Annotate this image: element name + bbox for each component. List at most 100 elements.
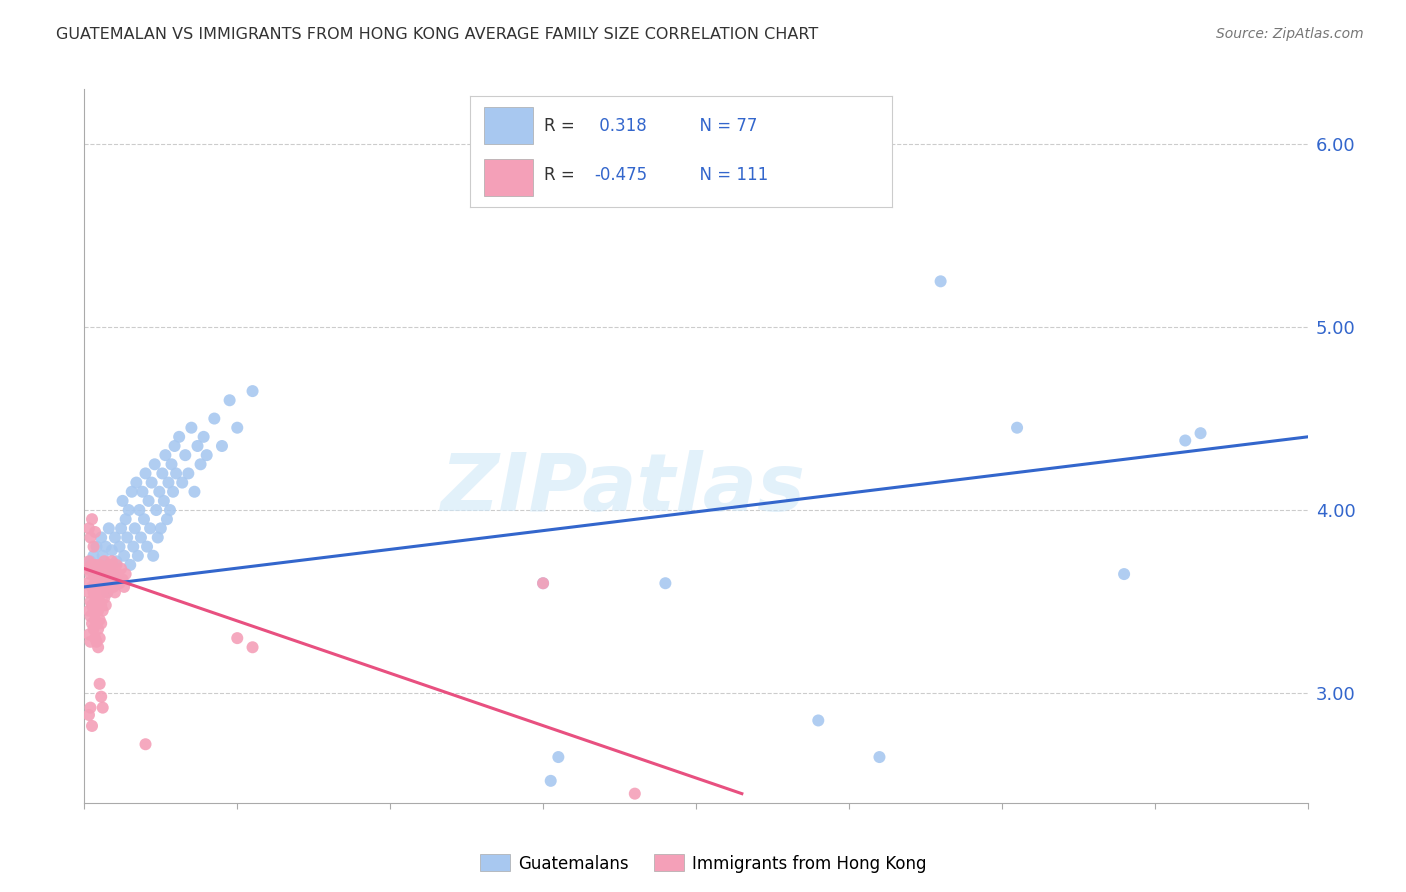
- Point: [84, 613, 107, 627]
- Point: [163, 439, 186, 453]
- Point: [540, 773, 562, 788]
- Text: GUATEMALAN VS IMMIGRANTS FROM HONG KONG AVERAGE FAMILY SIZE CORRELATION CHART: GUATEMALAN VS IMMIGRANTS FROM HONG KONG …: [56, 27, 818, 42]
- Point: [86, 561, 108, 575]
- Point: [77, 627, 100, 641]
- Point: [869, 750, 891, 764]
- Point: [142, 549, 165, 563]
- Point: [167, 430, 190, 444]
- Point: [84, 576, 107, 591]
- Point: [112, 549, 135, 563]
- Point: [165, 467, 187, 481]
- Point: [77, 554, 100, 568]
- Point: [97, 558, 120, 572]
- Point: [77, 708, 100, 723]
- Point: [547, 750, 569, 764]
- Point: [90, 580, 112, 594]
- Point: [96, 585, 118, 599]
- Point: [91, 549, 114, 563]
- Point: [105, 554, 128, 568]
- Point: [87, 622, 110, 636]
- Point: [145, 503, 167, 517]
- Point: [89, 594, 111, 608]
- Point: [190, 458, 212, 472]
- Point: [118, 503, 141, 517]
- Legend: Guatemalans, Immigrants from Hong Kong: Guatemalans, Immigrants from Hong Kong: [472, 847, 934, 880]
- Point: [80, 512, 103, 526]
- Point: [90, 531, 112, 545]
- Point: [226, 631, 249, 645]
- Point: [110, 521, 132, 535]
- Point: [115, 531, 138, 545]
- Point: [121, 484, 143, 499]
- Point: [104, 585, 127, 599]
- Point: [146, 531, 169, 545]
- Point: [654, 576, 676, 591]
- Point: [104, 531, 127, 545]
- Point: [929, 274, 952, 288]
- Point: [94, 598, 117, 612]
- Point: [226, 420, 249, 434]
- Point: [150, 467, 173, 481]
- Point: [84, 524, 107, 539]
- Point: [103, 561, 125, 575]
- Point: [90, 616, 112, 631]
- Point: [77, 585, 100, 599]
- Point: [79, 594, 101, 608]
- Point: [98, 561, 121, 575]
- Point: [93, 554, 115, 568]
- Point: [129, 531, 152, 545]
- Point: [94, 540, 117, 554]
- Point: [114, 512, 136, 526]
- Point: [177, 467, 200, 481]
- Point: [96, 567, 118, 582]
- Point: [93, 591, 115, 605]
- Point: [162, 484, 184, 499]
- Point: [531, 576, 554, 591]
- Point: [97, 521, 120, 535]
- Point: [112, 580, 135, 594]
- Point: [84, 631, 107, 645]
- Point: [242, 640, 264, 655]
- Point: [86, 634, 108, 648]
- Point: [89, 613, 111, 627]
- Point: [83, 567, 105, 582]
- Point: [86, 616, 108, 631]
- Point: [202, 411, 225, 425]
- Point: [105, 558, 128, 572]
- Point: [138, 494, 160, 508]
- Point: [114, 567, 136, 582]
- Point: [83, 622, 105, 636]
- Point: [98, 558, 121, 572]
- Point: [111, 494, 134, 508]
- Point: [195, 448, 218, 462]
- Point: [79, 634, 101, 648]
- Point: [79, 554, 101, 568]
- Point: [87, 585, 110, 599]
- Point: [84, 576, 107, 591]
- Point: [76, 561, 98, 575]
- Point: [107, 567, 129, 582]
- Point: [159, 503, 181, 517]
- Point: [83, 540, 105, 554]
- Point: [76, 576, 98, 591]
- Point: [91, 604, 114, 618]
- Point: [211, 439, 233, 453]
- Point: [80, 558, 103, 572]
- Point: [80, 580, 103, 594]
- Point: [107, 576, 129, 591]
- Point: [80, 561, 103, 575]
- Point: [156, 512, 179, 526]
- Point: [93, 573, 115, 587]
- Point: [86, 580, 108, 594]
- Point: [89, 558, 111, 572]
- Point: [103, 580, 125, 594]
- Point: [1005, 420, 1028, 434]
- Point: [89, 631, 111, 645]
- Point: [183, 484, 205, 499]
- Point: [155, 448, 177, 462]
- Point: [90, 598, 112, 612]
- Point: [90, 690, 112, 704]
- Point: [120, 558, 142, 572]
- Point: [83, 549, 105, 563]
- Point: [101, 554, 124, 568]
